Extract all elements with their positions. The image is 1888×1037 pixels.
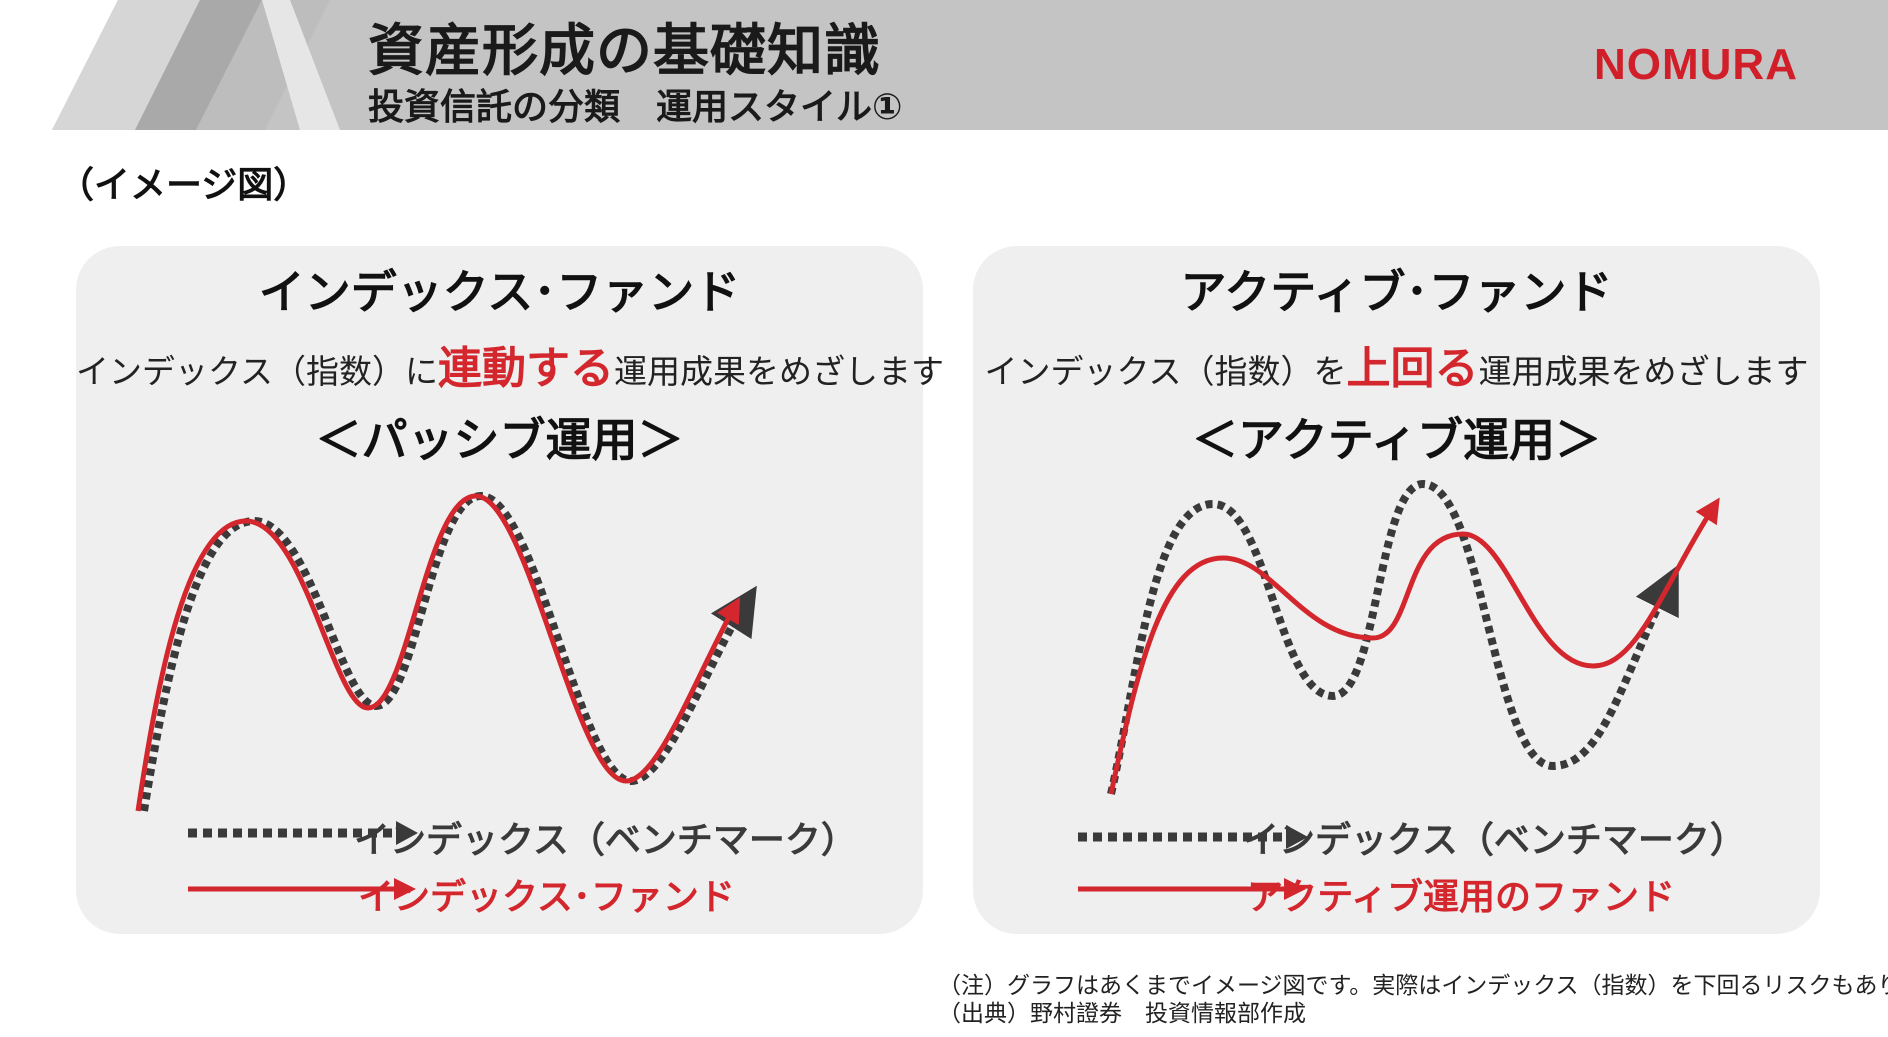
index-fund-desc-suffix: 運用成果をめざします: [614, 352, 945, 391]
active-fund-desc-suffix: 運用成果をめざします: [1478, 352, 1809, 391]
page-subtitle: 投資信託の分類 運用スタイル①: [368, 87, 903, 128]
legend-fund-label: インデックス･ファンド: [358, 877, 735, 918]
active-fund-line: [1108, 497, 1720, 795]
legend-benchmark-line: [1078, 825, 1308, 849]
image-label: （イメージ図）: [58, 165, 310, 206]
index-fund-desc-emphasis: 連動する: [438, 343, 615, 394]
index-fund-description: インデックス（指数）に連動する運用成果をめざします: [76, 332, 944, 396]
disclaimer-note: （注）グラフはあくまでイメージ図です。実際はインデックス（指数）を下回るリスクも…: [938, 973, 1888, 999]
legend-fund-line: [1078, 878, 1306, 900]
legend-benchmark-label: インデックス（ベンチマーク）: [1243, 820, 1746, 861]
index-fund-panel: インデックス･ファンド インデックス（指数）に連動する運用成果をめざします ＜パ…: [76, 246, 944, 934]
active-fund-description: インデックス（指数）を上回る運用成果をめざします: [973, 332, 1820, 396]
benchmark-line: [140, 491, 757, 812]
active-fund-title: アクティブ･ファンド: [1180, 265, 1613, 319]
active-style-label: ＜アクティブ運用＞: [1192, 413, 1601, 467]
active-fund-desc-emphasis: 上回る: [1346, 343, 1479, 394]
active-fund-panel: アクティブ･ファンド インデックス（指数）を上回る運用成果をめざします ＜アクテ…: [973, 246, 1820, 934]
active-fund-desc-prefix: インデックス（指数）を: [984, 352, 1347, 391]
header-banner: 資産形成の基礎知識 投資信託の分類 運用スタイル① NOMURA: [0, 0, 1888, 130]
nomura-logo: NOMURA: [1594, 40, 1798, 89]
index-fund-line: [135, 493, 741, 812]
legend-benchmark-label: インデックス（ベンチマーク）: [354, 820, 857, 861]
source-note: （出典）野村證券 投資情報部作成: [938, 1001, 1306, 1027]
passive-chart: [135, 491, 757, 812]
legend-fund-label: アクティブ運用のファンド: [1247, 877, 1676, 918]
passive-style-label: ＜パッシブ運用＞: [315, 413, 684, 467]
legend-benchmark-line: [188, 821, 418, 845]
header-background: [0, 0, 1888, 130]
active-chart: [1107, 479, 1720, 795]
legend-fund-line: [188, 878, 416, 900]
index-fund-desc-prefix: インデックス（指数）に: [76, 352, 439, 391]
index-fund-title: インデックス･ファンド: [258, 265, 741, 319]
benchmark-line: [1107, 479, 1679, 795]
page-title: 資産形成の基礎知識: [368, 19, 881, 84]
